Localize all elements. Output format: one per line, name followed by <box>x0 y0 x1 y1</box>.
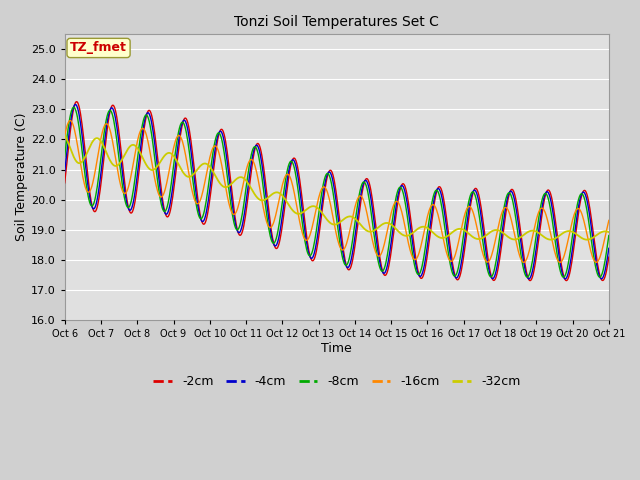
Title: Tonzi Soil Temperatures Set C: Tonzi Soil Temperatures Set C <box>234 15 439 29</box>
X-axis label: Time: Time <box>321 342 352 355</box>
Legend: -2cm, -4cm, -8cm, -16cm, -32cm: -2cm, -4cm, -8cm, -16cm, -32cm <box>148 371 525 394</box>
Text: TZ_fmet: TZ_fmet <box>70 41 127 54</box>
Y-axis label: Soil Temperature (C): Soil Temperature (C) <box>15 113 28 241</box>
